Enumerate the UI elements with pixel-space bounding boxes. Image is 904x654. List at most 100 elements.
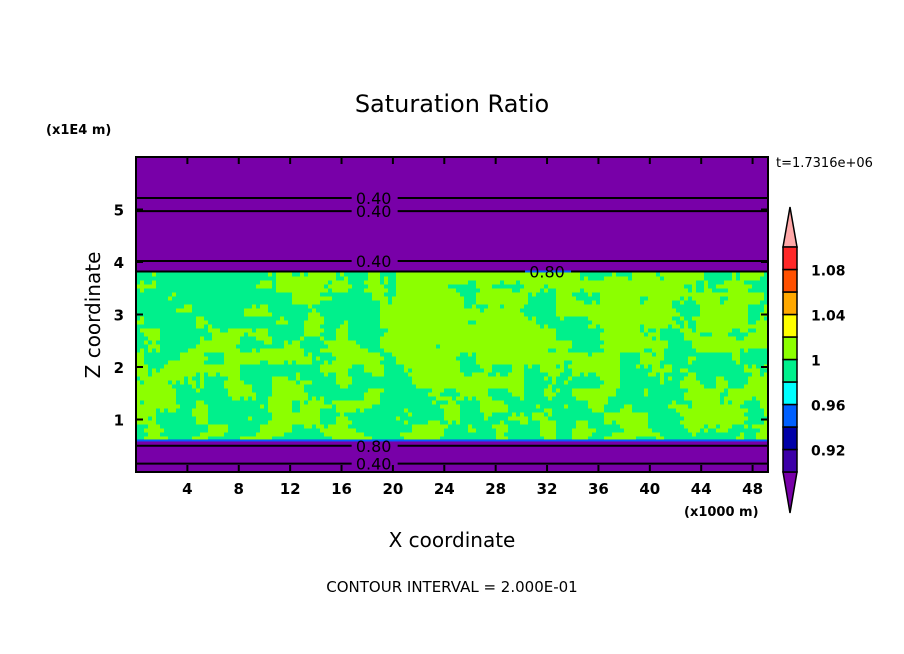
field-cell: [460, 376, 464, 381]
field-cell: [520, 376, 524, 381]
field-cell: [440, 304, 444, 309]
field-cell: [416, 312, 420, 317]
field-cell: [680, 412, 684, 417]
field-cell: [720, 336, 724, 341]
field-cell: [364, 368, 368, 373]
field-cell: [396, 416, 400, 421]
field-cell: [576, 272, 580, 277]
field-cell: [500, 328, 504, 333]
field-cell: [368, 360, 372, 365]
field-cell: [392, 304, 396, 309]
field-cell: [672, 296, 676, 301]
field-cell: [656, 308, 660, 313]
field-cell: [728, 340, 732, 345]
field-cell: [292, 412, 296, 417]
field-cell: [524, 292, 528, 297]
field-cell: [520, 276, 524, 281]
field-cell: [556, 288, 560, 293]
field-cell: [208, 348, 212, 353]
field-cell: [196, 404, 200, 409]
field-cell: [760, 344, 764, 349]
field-cell: [276, 320, 280, 325]
field-cell: [572, 312, 576, 317]
field-cell: [340, 288, 344, 293]
field-cell: [144, 404, 148, 409]
field-cell: [680, 384, 684, 389]
field-cell: [632, 340, 636, 345]
field-cell: [544, 332, 548, 337]
field-cell: [332, 428, 336, 433]
field-cell: [288, 276, 292, 281]
field-cell: [476, 280, 480, 285]
field-cell: [524, 280, 528, 285]
field-cell: [200, 340, 204, 345]
field-cell: [428, 436, 432, 440]
field-cell: [532, 280, 536, 285]
field-cell: [688, 280, 692, 285]
field-cell: [348, 436, 352, 440]
field-cell: [620, 316, 624, 321]
field-cell: [432, 400, 436, 405]
field-cell: [312, 412, 316, 417]
field-cell: [156, 380, 160, 385]
field-cell: [404, 308, 408, 313]
field-cell: [264, 340, 268, 345]
field-cell: [512, 272, 516, 277]
field-cell: [604, 336, 608, 341]
field-cell: [420, 348, 424, 353]
field-cell: [404, 288, 408, 293]
field-cell: [280, 388, 284, 393]
field-cell: [428, 340, 432, 345]
field-cell: [432, 284, 436, 289]
field-cell: [608, 380, 612, 385]
field-cell: [692, 280, 696, 285]
field-cell: [472, 324, 476, 329]
field-cell: [460, 324, 464, 329]
field-cell: [524, 352, 528, 357]
field-cell: [628, 408, 632, 413]
field-cell: [688, 384, 692, 389]
field-cell: [520, 328, 524, 333]
field-cell: [496, 400, 500, 405]
field-cell: [576, 360, 580, 365]
field-cell: [292, 352, 296, 357]
field-cell: [652, 364, 656, 369]
field-cell: [236, 372, 240, 377]
field-cell: [436, 364, 440, 369]
field-cell: [388, 316, 392, 321]
field-cell: [684, 408, 688, 413]
field-cell: [428, 356, 432, 361]
field-cell: [532, 340, 536, 345]
field-cell: [280, 348, 284, 353]
field-cell: [208, 364, 212, 369]
field-cell: [524, 328, 528, 333]
field-cell: [516, 328, 520, 333]
field-cell: [528, 332, 532, 337]
field-cell: [540, 420, 544, 425]
field-cell: [304, 392, 308, 397]
field-cell: [528, 288, 532, 293]
field-cell: [648, 308, 652, 313]
field-cell: [608, 372, 612, 377]
field-cell: [420, 432, 424, 437]
field-cell: [520, 416, 524, 421]
field-cell: [512, 328, 516, 333]
field-cell: [444, 368, 448, 373]
field-cell: [516, 316, 520, 321]
field-cell: [304, 420, 308, 425]
field-cell: [428, 364, 432, 369]
field-cell: [696, 320, 700, 325]
field-cell: [152, 400, 156, 405]
field-cell: [228, 360, 232, 365]
field-cell: [616, 360, 620, 365]
field-cell: [608, 360, 612, 365]
field-cell: [280, 420, 284, 425]
field-cell: [468, 316, 472, 321]
field-cell: [440, 320, 444, 325]
field-cell: [640, 284, 644, 289]
field-cell: [292, 276, 296, 281]
field-cell: [140, 320, 144, 325]
field-cell: [712, 324, 716, 329]
field-cell: [456, 332, 460, 337]
field-cell: [200, 316, 204, 321]
